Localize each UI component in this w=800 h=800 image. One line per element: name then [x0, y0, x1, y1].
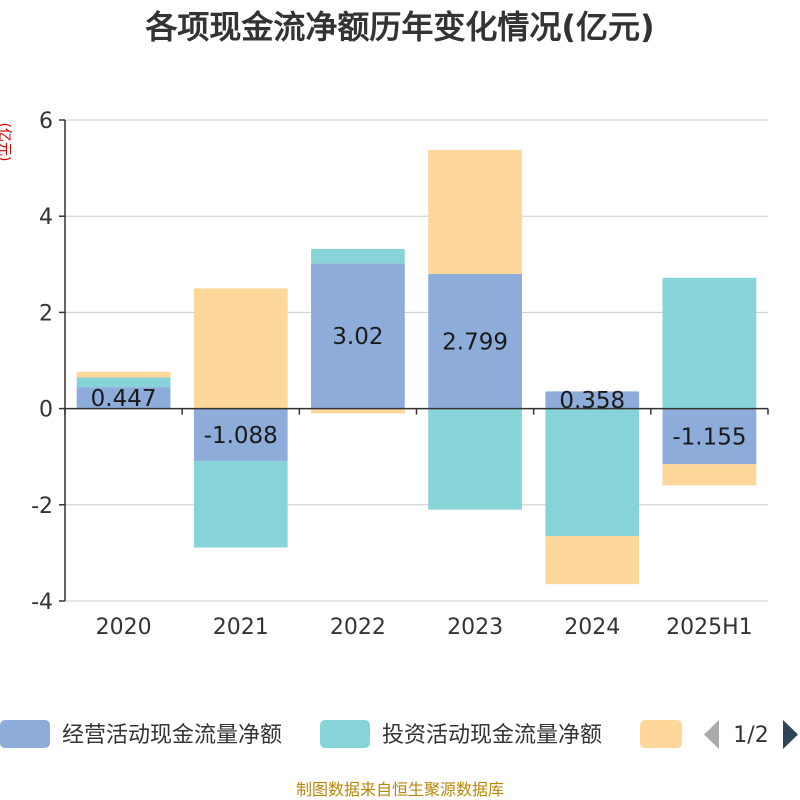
legend-item-operating[interactable]: 经营活动现金流量净额 — [0, 720, 282, 748]
legend-item-financing[interactable] — [640, 720, 682, 748]
data-label: 3.02 — [332, 324, 383, 350]
bar-segment[interactable] — [193, 288, 288, 409]
bar-segment[interactable] — [193, 408, 288, 461]
bar-segment[interactable] — [662, 464, 757, 486]
y-tick-label: 6 — [39, 109, 53, 134]
legend-prev-page-icon[interactable] — [704, 720, 719, 749]
bar-segment[interactable] — [76, 371, 171, 378]
bar-segment[interactable] — [662, 277, 757, 409]
bar-segment[interactable] — [428, 149, 522, 274]
legend: 经营活动现金流量净额 投资活动现金流量净额 1/2 — [0, 720, 798, 749]
bar-segment[interactable] — [545, 536, 640, 585]
y-tick-labels: -4 -2 0 2 4 6 — [31, 109, 53, 615]
x-tick-labels: 2020 2021 2022 2023 2024 2025H1 — [96, 615, 753, 640]
legend-label-investing: 投资活动现金流量净额 — [382, 723, 602, 748]
bar-segment[interactable] — [662, 408, 757, 465]
x-tick-label: 2023 — [447, 615, 503, 640]
data-label: 0.447 — [91, 386, 157, 412]
data-label: 2.799 — [442, 329, 508, 355]
y-tick-label: 2 — [39, 301, 53, 326]
bar-segment[interactable] — [76, 387, 171, 409]
bars — [76, 149, 757, 585]
y-tick-label: -2 — [31, 494, 53, 519]
data-source-note: 制图数据来自恒生聚源数据库 — [296, 780, 504, 799]
x-tick-label: 2020 — [96, 615, 152, 640]
legend-item-investing[interactable]: 投资活动现金流量净额 — [320, 720, 602, 748]
legend-swatch-financing — [640, 720, 682, 748]
chart-title: 各项现金流净额历年变化情况(亿元) — [145, 8, 654, 46]
bar-segment[interactable] — [193, 460, 288, 548]
y-axis-unit-label: (亿元) — [0, 123, 12, 162]
data-labels: 0.447 -1.088 3.02 2.799 0.358 -1.155 — [91, 324, 747, 450]
y-tick-label: -4 — [31, 590, 53, 615]
y-tick-label: 4 — [39, 205, 53, 230]
legend-next-page-icon[interactable] — [783, 720, 798, 749]
bar-segment[interactable] — [311, 408, 405, 414]
x-tick-label: 2025H1 — [666, 615, 753, 640]
bar-segment[interactable] — [428, 273, 522, 409]
legend-swatch-operating — [0, 720, 50, 748]
bar-segment[interactable] — [311, 263, 405, 409]
bar-segment[interactable] — [545, 408, 640, 537]
x-tick-label: 2022 — [330, 615, 386, 640]
bar-segment[interactable] — [428, 408, 522, 510]
bar-segment[interactable] — [311, 248, 405, 264]
axes — [64, 120, 769, 601]
data-label: -1.088 — [204, 423, 278, 449]
grid-lines — [59, 119, 768, 602]
legend-label-operating: 经营活动现金流量净额 — [62, 723, 282, 748]
legend-page-indicator: 1/2 — [733, 723, 768, 748]
bar-segment[interactable] — [545, 391, 640, 409]
bar-segment[interactable] — [76, 377, 171, 388]
x-tick-label: 2024 — [564, 615, 620, 640]
legend-swatch-investing — [320, 720, 370, 748]
y-tick-label: 0 — [39, 398, 53, 423]
data-label: 0.358 — [559, 388, 625, 414]
data-label: -1.155 — [672, 424, 746, 450]
x-tick-label: 2021 — [213, 615, 269, 640]
